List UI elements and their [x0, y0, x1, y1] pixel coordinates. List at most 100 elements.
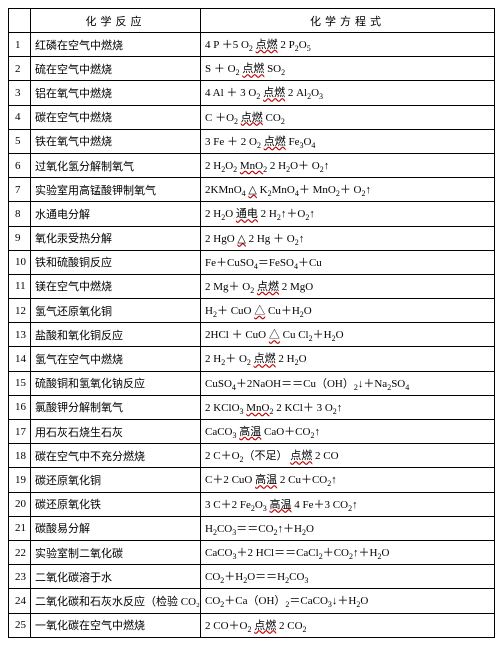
equation: 2 Mg＋ O2 点燃 2 MgO: [201, 274, 495, 298]
table-row: 11镁在空气中燃烧2 Mg＋ O2 点燃 2 MgO: [9, 274, 495, 298]
table-row: 9氧化汞受热分解2 HgO △ 2 Hg ＋ O2↑: [9, 226, 495, 250]
table-row: 7实验室用高锰酸钾制氧气2KMnO4 △ K2MnO4＋ MnO2＋ O2↑: [9, 178, 495, 202]
row-number: 21: [9, 516, 31, 540]
reaction-name: 铁和硫酸铜反应: [31, 250, 201, 274]
reaction-name: 碳在空气中燃烧: [31, 105, 201, 129]
reaction-name: 实验室用高锰酸钾制氧气: [31, 178, 201, 202]
table-row: 3铝在氧气中燃烧4 Al ＋ 3 O2 点燃 2 Al2O3: [9, 81, 495, 105]
row-number: 25: [9, 613, 31, 637]
table-row: 4碳在空气中燃烧C ＋O2 点燃 CO2: [9, 105, 495, 129]
table-row: 16氯酸钾分解制氧气2 KClO3 MnO2 2 KCl＋ 3 O2↑: [9, 395, 495, 419]
row-number: 15: [9, 371, 31, 395]
row-number: 17: [9, 420, 31, 444]
row-number: 13: [9, 323, 31, 347]
reaction-name: 铁在氧气中燃烧: [31, 129, 201, 153]
table-row: 15硫酸铜和氢氧化钠反应CuSO4＋2NaOH＝＝Cu（OH）2↓＋Na2SO4: [9, 371, 495, 395]
table-row: 18碳在空气中不充分燃烧2 C＋O2（不足） 点燃 2 CO: [9, 444, 495, 468]
table-row: 6过氧化氢分解制氧气2 H2O2 MnO2 2 H2O＋ O2↑: [9, 153, 495, 177]
table-row: 23二氧化碳溶于水CO2＋H2O＝＝H2CO3: [9, 565, 495, 589]
table-row: 5铁在氧气中燃烧3 Fe ＋ 2 O2 点燃 Fe3O4: [9, 129, 495, 153]
reaction-name: 二氧化碳和石灰水反应（检验 CO₂）: [31, 589, 201, 613]
reaction-name: 红磷在空气中燃烧: [31, 33, 201, 57]
equation: Fe＋CuSO4＝FeSO4＋Cu: [201, 250, 495, 274]
equation: 2HCl ＋ CuO △ Cu Cl2＋H2O: [201, 323, 495, 347]
equation: 2 HgO △ 2 Hg ＋ O2↑: [201, 226, 495, 250]
reaction-name: 实验室制二氧化碳: [31, 540, 201, 564]
reaction-name: 碳还原氧化铁: [31, 492, 201, 516]
equation: 4 Al ＋ 3 O2 点燃 2 Al2O3: [201, 81, 495, 105]
equation: 2 H2O2 MnO2 2 H2O＋ O2↑: [201, 153, 495, 177]
reaction-name: 硫在空气中燃烧: [31, 57, 201, 81]
row-number: 7: [9, 178, 31, 202]
equation: CaCO3＋2 HCl＝＝CaCl2＋CO2↑＋H2O: [201, 540, 495, 564]
reaction-name: 碳在空气中不充分燃烧: [31, 444, 201, 468]
reaction-name: 用石灰石烧生石灰: [31, 420, 201, 444]
equation: 2 C＋O2（不足） 点燃 2 CO: [201, 444, 495, 468]
row-number: 1: [9, 33, 31, 57]
reaction-name: 氯酸钾分解制氧气: [31, 395, 201, 419]
row-number: 14: [9, 347, 31, 371]
row-number: 20: [9, 492, 31, 516]
equation: 2KMnO4 △ K2MnO4＋ MnO2＋ O2↑: [201, 178, 495, 202]
reaction-name: 氢气在空气中燃烧: [31, 347, 201, 371]
header-row: 化学反应 化学方程式: [9, 9, 495, 33]
table-row: 19碳还原氧化铜C＋2 CuO 高温 2 Cu＋CO2↑: [9, 468, 495, 492]
equation: H2＋ CuO △ Cu＋H2O: [201, 299, 495, 323]
reaction-name: 水通电分解: [31, 202, 201, 226]
row-number: 19: [9, 468, 31, 492]
row-number: 3: [9, 81, 31, 105]
equation: CO2＋Ca（OH）2＝CaCO3↓＋H2O: [201, 589, 495, 613]
equation: 2 CO＋O2 点燃 2 CO2: [201, 613, 495, 637]
row-number: 23: [9, 565, 31, 589]
equation: 2 KClO3 MnO2 2 KCl＋ 3 O2↑: [201, 395, 495, 419]
row-number: 4: [9, 105, 31, 129]
row-number: 10: [9, 250, 31, 274]
reaction-name: 碳还原氧化铜: [31, 468, 201, 492]
table-row: 12氢气还原氧化铜H2＋ CuO △ Cu＋H2O: [9, 299, 495, 323]
row-number: 9: [9, 226, 31, 250]
reaction-name: 镁在空气中燃烧: [31, 274, 201, 298]
table-row: 10铁和硫酸铜反应Fe＋CuSO4＝FeSO4＋Cu: [9, 250, 495, 274]
equation: H2CO3＝＝CO2↑＋H2O: [201, 516, 495, 540]
reaction-name: 铝在氧气中燃烧: [31, 81, 201, 105]
chem-equations-table: 化学反应 化学方程式 1红磷在空气中燃烧4 P ＋5 O2 点燃 2 P2O52…: [8, 8, 495, 638]
table-row: 17用石灰石烧生石灰CaCO3 高温 CaO＋CO2↑: [9, 420, 495, 444]
table-row: 24二氧化碳和石灰水反应（检验 CO₂）CO2＋Ca（OH）2＝CaCO3↓＋H…: [9, 589, 495, 613]
equation: 3 C＋2 Fe2O3 高温 4 Fe＋3 CO2↑: [201, 492, 495, 516]
table-row: 1红磷在空气中燃烧4 P ＋5 O2 点燃 2 P2O5: [9, 33, 495, 57]
equation: CuSO4＋2NaOH＝＝Cu（OH）2↓＋Na2SO4: [201, 371, 495, 395]
table-row: 8水通电分解2 H2O 通电 2 H2↑＋O2↑: [9, 202, 495, 226]
reaction-name: 碳酸易分解: [31, 516, 201, 540]
row-number: 18: [9, 444, 31, 468]
table-row: 21碳酸易分解H2CO3＝＝CO2↑＋H2O: [9, 516, 495, 540]
equation: 4 P ＋5 O2 点燃 2 P2O5: [201, 33, 495, 57]
equation: 2 H2O 通电 2 H2↑＋O2↑: [201, 202, 495, 226]
row-number: 22: [9, 540, 31, 564]
row-number: 8: [9, 202, 31, 226]
reaction-name: 过氧化氢分解制氧气: [31, 153, 201, 177]
equation: C ＋O2 点燃 CO2: [201, 105, 495, 129]
reaction-name: 氧化汞受热分解: [31, 226, 201, 250]
equation: CO2＋H2O＝＝H2CO3: [201, 565, 495, 589]
table-row: 13盐酸和氧化铜反应2HCl ＋ CuO △ Cu Cl2＋H2O: [9, 323, 495, 347]
row-number: 11: [9, 274, 31, 298]
table-body: 1红磷在空气中燃烧4 P ＋5 O2 点燃 2 P2O52硫在空气中燃烧S ＋ …: [9, 33, 495, 638]
header-equation: 化学方程式: [201, 9, 495, 33]
row-number: 16: [9, 395, 31, 419]
table-row: 25一氧化碳在空气中燃烧2 CO＋O2 点燃 2 CO2: [9, 613, 495, 637]
equation: CaCO3 高温 CaO＋CO2↑: [201, 420, 495, 444]
equation: 3 Fe ＋ 2 O2 点燃 Fe3O4: [201, 129, 495, 153]
reaction-name: 一氧化碳在空气中燃烧: [31, 613, 201, 637]
row-number: 2: [9, 57, 31, 81]
row-number: 12: [9, 299, 31, 323]
table-row: 20碳还原氧化铁3 C＋2 Fe2O3 高温 4 Fe＋3 CO2↑: [9, 492, 495, 516]
table-row: 22实验室制二氧化碳CaCO3＋2 HCl＝＝CaCl2＋CO2↑＋H2O: [9, 540, 495, 564]
table-row: 14氢气在空气中燃烧2 H2＋ O2 点燃 2 H2O: [9, 347, 495, 371]
row-number: 5: [9, 129, 31, 153]
reaction-name: 二氧化碳溶于水: [31, 565, 201, 589]
header-reaction: 化学反应: [31, 9, 201, 33]
reaction-name: 硫酸铜和氢氧化钠反应: [31, 371, 201, 395]
reaction-name: 氢气还原氧化铜: [31, 299, 201, 323]
equation: C＋2 CuO 高温 2 Cu＋CO2↑: [201, 468, 495, 492]
header-blank: [9, 9, 31, 33]
